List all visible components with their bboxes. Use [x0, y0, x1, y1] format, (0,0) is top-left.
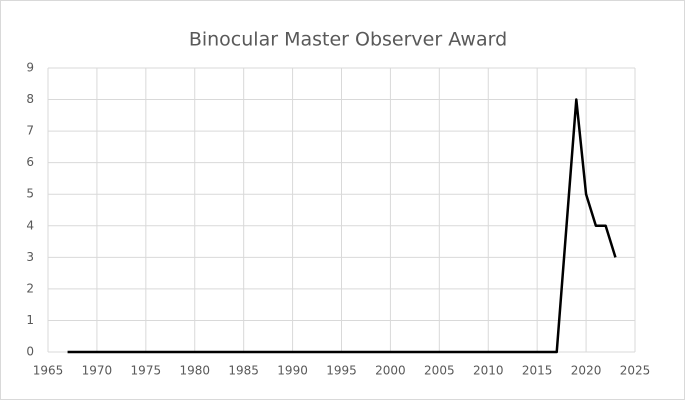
y-tick-label: 1 — [26, 313, 34, 327]
x-tick-label: 2015 — [522, 364, 553, 378]
x-tick-label: 1985 — [228, 364, 259, 378]
y-tick-label: 8 — [26, 92, 34, 106]
y-tick-label: 4 — [26, 218, 34, 232]
x-tick-label: 2005 — [424, 364, 455, 378]
y-tick-label: 3 — [26, 250, 34, 264]
x-tick-label: 1990 — [277, 364, 308, 378]
x-tick-label: 2020 — [571, 364, 602, 378]
x-tick-label: 2000 — [375, 364, 406, 378]
x-tick-label: 1975 — [131, 364, 162, 378]
data-line — [67, 98, 617, 354]
y-tick-label: 5 — [26, 187, 34, 201]
x-tick-label: 1995 — [326, 364, 357, 378]
y-tick-label: 9 — [26, 61, 34, 75]
chart-title: Binocular Master Observer Award — [189, 29, 507, 51]
x-tick-label: 1970 — [82, 364, 113, 378]
y-tick-label: 6 — [26, 155, 34, 169]
x-tick-label: 2025 — [620, 364, 651, 378]
y-tick-label: 2 — [26, 281, 34, 295]
x-tick-label: 1965 — [33, 364, 64, 378]
x-tick-label: 1980 — [179, 364, 210, 378]
y-tick-label: 0 — [26, 345, 34, 359]
x-tick-label: 2010 — [473, 364, 504, 378]
y-tick-label: 7 — [26, 124, 34, 138]
